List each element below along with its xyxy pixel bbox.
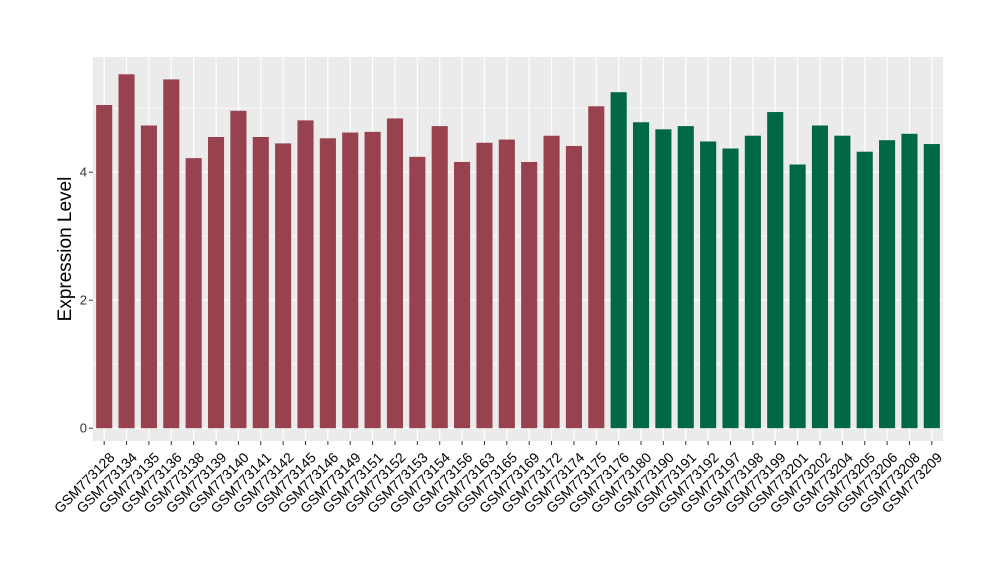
y-axis: 0 2 4 [80,165,93,436]
bar [856,151,873,429]
bar [118,74,135,429]
bar [207,137,225,429]
y-tick-label: 0 [80,421,87,436]
bar [879,140,896,429]
bar [185,158,202,429]
bar [901,133,918,429]
bar [364,131,381,429]
bar [252,137,269,429]
y-tick-label: 4 [80,165,87,180]
bar [297,120,314,429]
bar [342,132,359,429]
bar [521,161,538,429]
bar [744,135,761,429]
bar [409,156,426,429]
bar [834,135,851,429]
bar [476,142,493,429]
bar [632,122,650,429]
bar [163,79,180,429]
bar [140,125,157,429]
bar [767,112,784,429]
y-axis-title: Expression Level [55,177,76,322]
bar [610,92,627,429]
bar [543,135,560,429]
bar [588,106,605,429]
bar [677,126,694,429]
bar [722,148,739,429]
x-axis: GSM773128GSM773134GSM773135GSM773136GSM7… [51,441,945,516]
bar [230,110,247,429]
bar [319,138,336,429]
bars [96,74,940,429]
bar [565,145,582,429]
bar [700,141,717,429]
bar [454,161,471,429]
bar [386,118,404,429]
bar [498,139,515,429]
bar [923,144,940,429]
bar [811,125,829,429]
bar [431,126,448,429]
bar [655,129,672,429]
bar [96,105,113,429]
y-tick-label: 2 [80,293,87,308]
bar [789,164,806,429]
bar [275,143,292,429]
